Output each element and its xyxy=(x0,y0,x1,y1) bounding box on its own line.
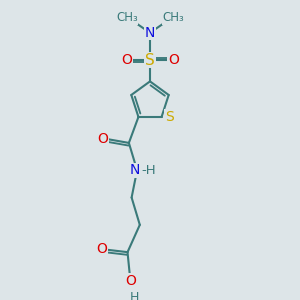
Text: CH₃: CH₃ xyxy=(162,11,184,24)
Text: O: O xyxy=(121,53,132,67)
Text: H: H xyxy=(130,291,139,300)
Text: O: O xyxy=(98,132,108,146)
Text: O: O xyxy=(125,274,136,288)
Text: CH₃: CH₃ xyxy=(116,11,138,24)
Text: S: S xyxy=(145,52,155,68)
Text: O: O xyxy=(97,242,108,256)
Text: N: N xyxy=(130,163,140,177)
Text: N: N xyxy=(145,26,155,40)
Text: -H: -H xyxy=(141,164,156,177)
Text: O: O xyxy=(168,53,179,67)
Text: S: S xyxy=(165,110,174,124)
